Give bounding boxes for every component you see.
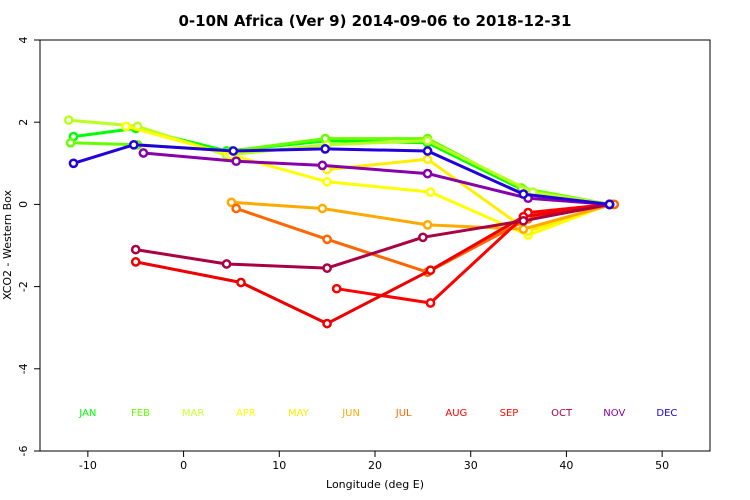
data-point [138, 148, 149, 158]
data-point [68, 158, 79, 169]
x-tick-label: 20 [368, 459, 382, 472]
x-tick-label: 0 [180, 459, 187, 472]
x-tick-label: 50 [655, 459, 669, 472]
data-point [322, 176, 332, 187]
month-label: DEC [656, 408, 677, 419]
plot-frame [39, 39, 711, 452]
data-point [317, 203, 328, 214]
series-group [63, 115, 620, 329]
series-11 [138, 148, 615, 210]
month-label: JAN [78, 408, 96, 419]
month-label: AUG [445, 408, 467, 419]
data-point [231, 203, 242, 214]
month-label: FEB [131, 408, 150, 419]
data-point [317, 160, 328, 171]
data-point [604, 199, 615, 210]
data-point [226, 197, 237, 208]
month-label: JUN [341, 408, 360, 419]
series-line [135, 202, 610, 270]
data-point [236, 277, 246, 288]
series-9 [130, 199, 615, 329]
data-point [320, 144, 331, 154]
data-point [231, 156, 242, 167]
data-point [425, 298, 436, 308]
series-line [143, 151, 610, 206]
data-point [221, 259, 232, 269]
data-point [331, 283, 342, 294]
series-10 [130, 199, 615, 273]
data-point [425, 265, 436, 276]
y-axis-label: XCO2 - Western Box [1, 189, 14, 300]
chart-title: 0-10N Africa (Ver 9) 2014-09-06 to 2018-… [179, 12, 572, 30]
x-axis-label: Longitude (deg E) [326, 478, 424, 491]
data-point [228, 146, 239, 156]
data-point [418, 232, 428, 243]
y-tick-label: 4 [17, 37, 30, 44]
data-point [322, 263, 332, 273]
month-label: MAR [182, 408, 204, 419]
month-label: OCT [551, 408, 573, 419]
data-point [422, 220, 433, 230]
data-point [322, 318, 332, 329]
data-point [63, 115, 74, 125]
month-label: SEP [500, 408, 519, 419]
data-point [130, 244, 141, 255]
data-point [518, 224, 529, 234]
month-label: APR [236, 408, 256, 419]
y-axis: -6 -4 -2 0 2 4 [17, 37, 40, 457]
y-tick-label: -2 [17, 281, 30, 292]
y-tick-label: -4 [17, 363, 30, 374]
x-tick-label: 30 [464, 459, 478, 472]
data-point [518, 189, 529, 199]
data-point [322, 234, 332, 245]
data-point [130, 257, 141, 267]
month-label: JUL [395, 408, 412, 419]
series-12 [68, 139, 615, 210]
data-point [425, 187, 436, 197]
data-point [422, 154, 433, 165]
x-tick-label: 40 [559, 459, 573, 472]
data-point [128, 139, 139, 150]
x-tick-label: 10 [272, 459, 286, 472]
month-label: MAY [288, 408, 310, 419]
y-tick-label: 2 [17, 119, 30, 126]
month-label: NOV [603, 408, 625, 419]
data-point [518, 215, 529, 226]
data-point [121, 121, 131, 132]
data-point [422, 168, 433, 179]
data-point [65, 137, 76, 148]
x-axis: -10 0 10 20 30 40 50 [79, 451, 669, 472]
data-point [422, 135, 433, 146]
month-legend: JAN FEB MAR APR MAY JUN JUL AUG SEP OCT NOV DEC [78, 408, 677, 419]
y-tick-label: 0 [17, 201, 30, 208]
series-line [135, 202, 610, 326]
y-tick-label: -6 [17, 446, 30, 457]
x-tick-label: -10 [79, 459, 97, 472]
data-point [422, 146, 433, 156]
